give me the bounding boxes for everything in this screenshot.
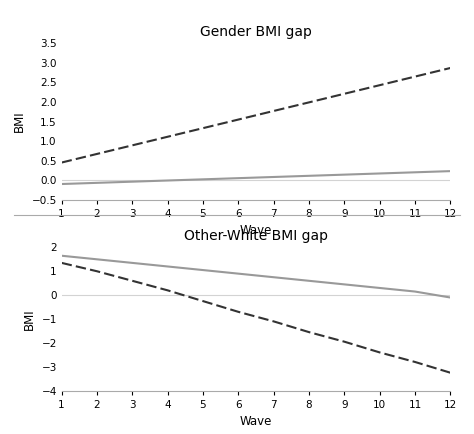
Legend: Whites, Other racial ethnic groups: Whites, Other racial ethnic groups [117, 252, 395, 271]
Y-axis label: BMI: BMI [13, 111, 26, 132]
Y-axis label: BMI: BMI [23, 308, 36, 330]
Title: Other-White BMI gap: Other-White BMI gap [184, 230, 328, 243]
X-axis label: Wave: Wave [240, 415, 272, 428]
X-axis label: Wave: Wave [240, 224, 272, 237]
Title: Gender BMI gap: Gender BMI gap [200, 26, 312, 39]
